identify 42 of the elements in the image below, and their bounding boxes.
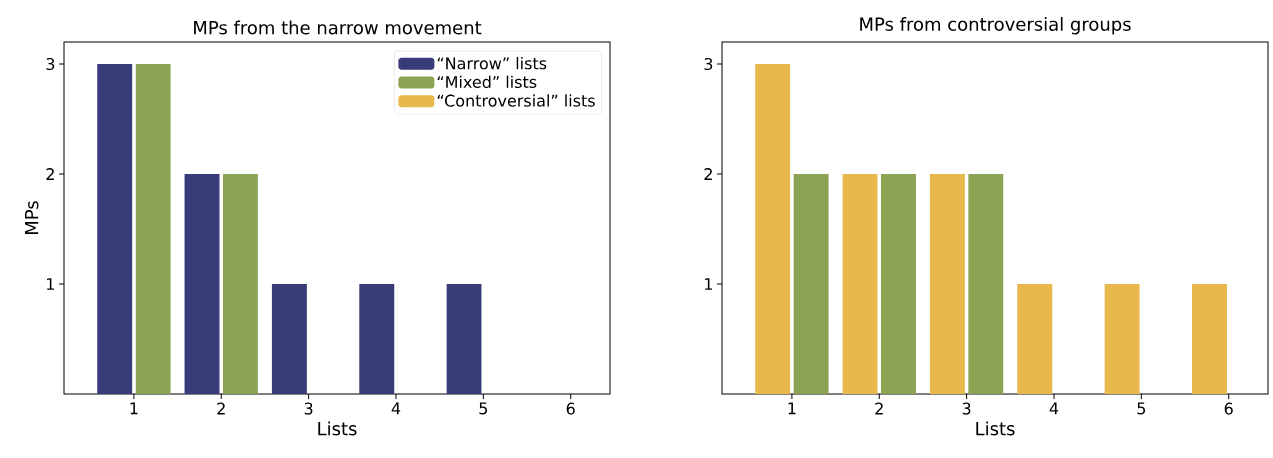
- chart-title: MPs from the narrow movement: [194, 20, 482, 35]
- chart-title: MPs from controversial groups: [860, 17, 1131, 35]
- x-tick-label: 5: [479, 402, 488, 415]
- x-axis-title: Lists: [976, 421, 1015, 436]
- bar: [271, 284, 307, 394]
- legend-label: “Narrow” lists: [437, 57, 547, 70]
- x-tick-label: 5: [1137, 402, 1146, 415]
- bar: [755, 64, 791, 394]
- x-tick-label: 2: [217, 402, 225, 415]
- bar: [1017, 284, 1053, 394]
- bar: [881, 174, 916, 394]
- y-tick-label: 2: [704, 168, 712, 180]
- y-tick-label: 1: [47, 278, 54, 290]
- y-tick-label: 2: [46, 168, 54, 180]
- bar: [135, 64, 171, 394]
- x-tick-label: 4: [1049, 402, 1059, 415]
- x-tick-label: 6: [1224, 402, 1233, 415]
- x-tick-label: 2: [875, 402, 883, 415]
- x-tick-label: 3: [962, 402, 971, 415]
- bar: [359, 284, 395, 394]
- bar: [97, 64, 133, 394]
- bar: [1192, 284, 1227, 394]
- x-tick-label: 1: [130, 402, 138, 415]
- bar: [184, 174, 220, 394]
- bar: [793, 174, 829, 394]
- y-tick-label: 1: [705, 278, 712, 290]
- bar: [968, 174, 1004, 394]
- x-axis-title: Lists: [318, 421, 357, 436]
- bar: [842, 174, 878, 394]
- bar: [1104, 284, 1140, 394]
- x-tick-label: 4: [391, 402, 401, 415]
- x-tick-label: 6: [566, 402, 575, 415]
- bar: [446, 284, 482, 394]
- y-axis-title: MPs: [25, 201, 39, 234]
- x-tick-label: 1: [788, 402, 796, 415]
- bar: [929, 174, 965, 394]
- legend-label: “Mixed” lists: [437, 75, 537, 89]
- y-tick-label: 3: [704, 57, 713, 71]
- legend-label: “Controversial” lists: [437, 94, 595, 107]
- x-tick-label: 3: [304, 402, 313, 415]
- bar: [223, 174, 258, 394]
- y-tick-label: 3: [46, 57, 55, 71]
